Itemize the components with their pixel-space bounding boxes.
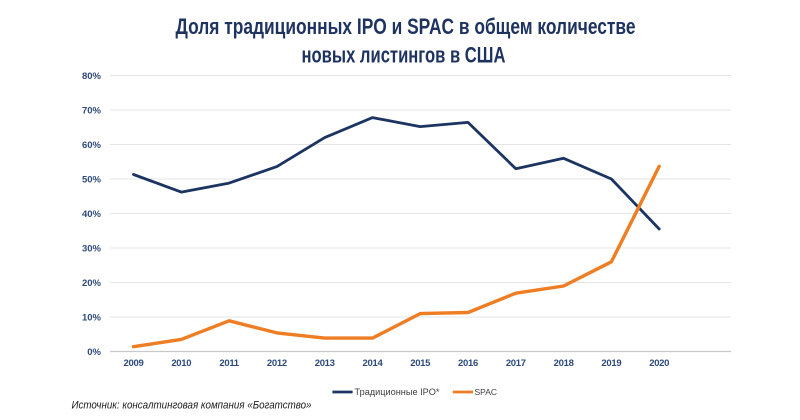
svg-text:2015: 2015 [410,358,431,369]
svg-text:2011: 2011 [219,358,239,369]
svg-text:50%: 50% [82,174,102,185]
svg-text:80%: 80% [82,71,102,82]
svg-text:Источник: консалтинговая компа: Источник: консалтинговая компания «Богат… [72,400,312,412]
svg-text:Традиционные IPO*: Традиционные IPO* [355,387,441,397]
svg-text:2014: 2014 [363,358,384,369]
svg-text:2019: 2019 [601,358,621,369]
svg-text:2010: 2010 [171,358,191,369]
svg-text:2020: 2020 [649,358,669,369]
svg-text:40%: 40% [82,209,102,220]
svg-text:70%: 70% [82,105,102,116]
svg-text:20%: 20% [82,278,102,289]
svg-text:Доля традиционных IPO и SPAC в: Доля традиционных IPO и SPAC в общем кол… [176,14,636,39]
svg-text:2012: 2012 [267,358,287,369]
svg-text:2013: 2013 [315,358,335,369]
svg-text:30%: 30% [82,243,102,254]
svg-text:10%: 10% [82,312,102,323]
svg-text:0%: 0% [87,347,101,358]
svg-text:2018: 2018 [554,358,574,369]
svg-text:SPAC: SPAC [475,387,498,397]
svg-text:2017: 2017 [506,358,526,369]
svg-text:2009: 2009 [124,358,144,369]
svg-text:2016: 2016 [458,358,478,369]
svg-text:60%: 60% [82,140,102,151]
svg-text:новых листингов в США: новых листингов в США [302,43,506,68]
